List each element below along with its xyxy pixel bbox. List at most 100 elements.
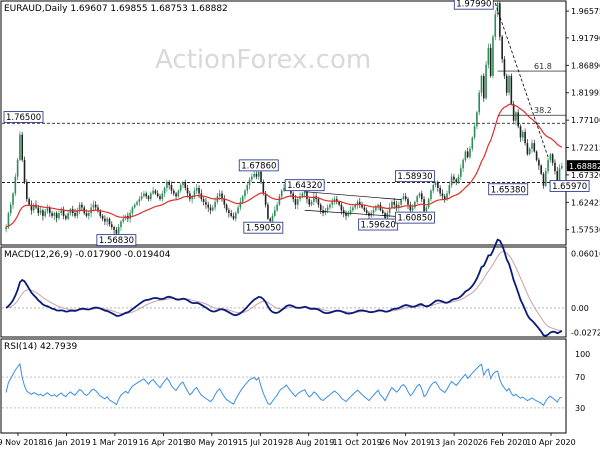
candle-body — [434, 182, 437, 186]
candle-body — [487, 47, 490, 65]
x-tick-label: 10 Apr 2020 — [526, 438, 575, 447]
candle-body — [404, 196, 407, 200]
candle-body — [92, 204, 95, 208]
candle-body — [170, 185, 173, 191]
annotation-label: 1.97990 — [456, 0, 491, 10]
price-annotation: 1.97990 — [453, 0, 494, 10]
candle-body — [12, 193, 14, 205]
annotation-box — [549, 180, 590, 192]
candle-body — [280, 190, 283, 197]
rsi-y-tick-label: 30 — [575, 404, 585, 413]
x-tick-label: 15 Jul 2019 — [238, 438, 283, 447]
last-price-label: 1.68882 — [569, 162, 600, 171]
candle-body — [193, 190, 196, 197]
candle-body — [505, 75, 508, 93]
fib-level-label: 61.8 — [534, 62, 552, 71]
candle-body — [39, 210, 42, 214]
candle-body — [400, 199, 402, 205]
annotation-label: 1.64320 — [287, 181, 322, 191]
candle-body — [326, 207, 329, 211]
candle-body — [432, 185, 435, 191]
candle-body — [62, 210, 65, 216]
candle-body — [26, 182, 28, 200]
candle-body — [214, 201, 216, 208]
candle-body — [244, 190, 246, 197]
candle-body — [409, 204, 412, 211]
candle-body — [478, 92, 480, 113]
candle-body — [154, 190, 157, 194]
candle-body — [450, 176, 453, 186]
candle-body — [547, 159, 549, 172]
candle-body — [430, 190, 432, 200]
candle-body — [358, 201, 361, 205]
candle-body — [464, 151, 467, 160]
candle-body — [122, 218, 125, 222]
annotation-label: 1.65970 — [552, 182, 587, 192]
macd-line — [5, 238, 563, 337]
candle-body — [425, 207, 428, 212]
annotation-label: 1.58930 — [397, 172, 432, 182]
candle-body — [377, 204, 379, 208]
macd-y-tick-label: -0.02725 — [571, 329, 600, 338]
candle-body — [303, 191, 306, 194]
candle-body — [391, 201, 393, 208]
candle-body — [457, 176, 460, 183]
rsi-layer — [2, 362, 566, 409]
rsi-header: RSI(14) 42.7939 — [4, 342, 77, 352]
candle-body — [485, 64, 487, 99]
candle-body — [271, 215, 274, 222]
candle-body — [515, 112, 517, 121]
candle-body — [524, 131, 526, 144]
candle-body — [480, 75, 483, 93]
candle-body — [510, 75, 513, 104]
candle-body — [342, 210, 345, 214]
x-tick-label: 16 Jan 2019 — [42, 438, 90, 447]
candle-body — [228, 210, 230, 214]
candle-body — [411, 207, 414, 211]
candle-body — [150, 193, 152, 200]
candle-body — [398, 204, 400, 208]
candle-body — [402, 196, 405, 200]
candle-body — [85, 213, 88, 216]
candle-body — [466, 151, 469, 158]
candle-body — [30, 204, 33, 211]
trend-line — [494, 3, 549, 158]
candle-body — [338, 201, 340, 205]
candle-body — [393, 201, 396, 205]
candle-body — [531, 143, 533, 149]
x-tick-label: 16 Apr 2019 — [139, 438, 188, 447]
candle-body — [168, 182, 170, 186]
channel-lower-line — [304, 209, 402, 218]
price-y-tick-label: 1.62425 — [571, 198, 600, 207]
candle-body — [276, 204, 278, 211]
candle-body — [138, 199, 141, 202]
candle-body — [262, 182, 265, 194]
candle-body — [469, 148, 471, 158]
candle-body — [361, 204, 363, 208]
candle-body — [395, 204, 398, 208]
candle-body — [356, 201, 359, 205]
moving-average-line — [5, 103, 563, 228]
candle-body — [310, 201, 313, 205]
candle-body — [462, 159, 464, 169]
last-price-box — [567, 160, 600, 172]
candle-body — [69, 209, 72, 214]
price-annotation: 1.64320 — [284, 179, 325, 191]
candle-body — [161, 193, 164, 200]
candle-body — [104, 218, 106, 222]
candle-body — [248, 179, 251, 186]
candle-body — [74, 213, 76, 216]
candle-body — [67, 213, 69, 219]
candle-body — [492, 36, 494, 76]
candle-body — [427, 199, 430, 208]
candle-body — [542, 173, 545, 186]
candle-body — [175, 193, 177, 197]
candle-body — [106, 218, 108, 222]
candle-body — [313, 196, 315, 202]
candle-body — [51, 213, 53, 216]
candle-body — [58, 213, 60, 219]
price-panel-frame — [0, 0, 567, 246]
candle-body — [489, 47, 492, 76]
candle-body — [136, 201, 138, 205]
candle-body — [260, 171, 262, 183]
